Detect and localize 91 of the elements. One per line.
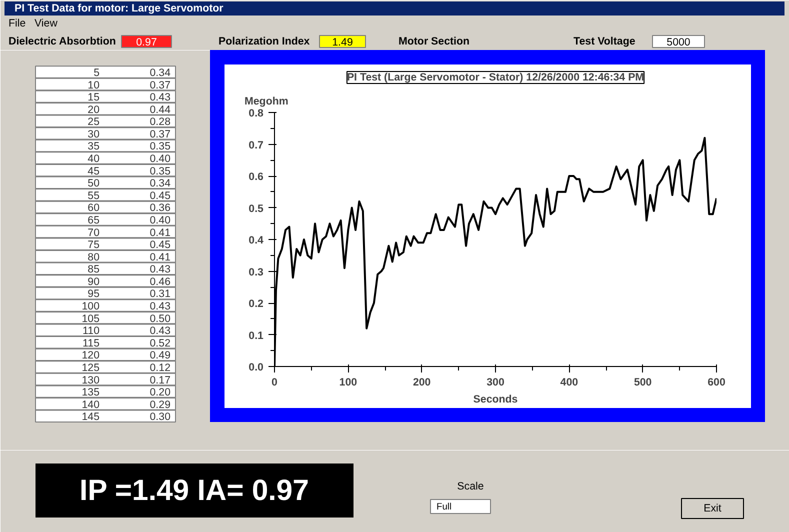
text: 70 <box>88 226 100 239</box>
text: IP =1.49 IA= 0.97 <box>80 474 309 507</box>
text: 95 <box>88 288 100 300</box>
y-tick-label: 0.5 <box>248 202 264 215</box>
text: PI Test Data for motor: Large Servomotor <box>14 2 224 14</box>
text: Full <box>436 502 452 512</box>
x-tick-label: 300 <box>486 376 504 388</box>
text: 0.35 <box>150 165 171 178</box>
text: 0.43 <box>150 264 171 276</box>
text: 105 <box>82 312 100 325</box>
y-tick-label: 0.6 <box>248 171 264 183</box>
text: 0.37 <box>150 128 171 140</box>
text: Polarization Index <box>218 36 310 48</box>
text: 0.45 <box>150 239 171 252</box>
chart-title: PI Test (Large Servomotor - Stator) 12/26/2000 12:46:34 PM <box>346 72 644 84</box>
y-axis-title: Megohm <box>244 96 288 108</box>
text: 0.34 <box>150 66 171 79</box>
text: 85 <box>88 264 100 276</box>
text: 0.34 <box>150 178 171 190</box>
text: 1.49 <box>332 36 353 48</box>
text: Scale <box>457 480 484 492</box>
text: 115 <box>82 337 100 350</box>
text: 30 <box>88 128 100 140</box>
text: 0.12 <box>150 362 171 374</box>
text: 45 <box>88 165 100 178</box>
x-axis-title: Seconds <box>473 394 518 406</box>
text: 0.97 <box>136 36 157 48</box>
y-tick-label: 0.1 <box>248 330 264 342</box>
text: 145 <box>82 411 100 424</box>
text: Dielectric Absorbtion <box>8 36 116 48</box>
y-tick-label: 0.3 <box>248 266 264 278</box>
text: 0.29 <box>150 398 171 411</box>
x-tick-label: 500 <box>634 376 652 388</box>
text: 0.41 <box>150 251 171 264</box>
text: 0.28 <box>150 116 171 128</box>
text: 120 <box>82 350 100 362</box>
text: 100 <box>82 300 100 313</box>
text: 0.41 <box>150 226 171 239</box>
text: 75 <box>88 239 100 252</box>
x-tick-label: 100 <box>339 376 358 388</box>
text: 10 <box>88 79 100 92</box>
text: 5000 <box>666 36 690 48</box>
text: 0.20 <box>150 386 171 399</box>
text: 0.49 <box>150 350 171 362</box>
y-tick-label: 0.4 <box>248 234 264 246</box>
x-tick-label: 0 <box>272 376 278 388</box>
text: 0.17 <box>150 374 171 386</box>
text: 0.44 <box>150 104 171 116</box>
text: 0.35 <box>150 140 171 153</box>
text: 15 <box>88 92 100 104</box>
text: 0.31 <box>150 288 171 300</box>
x-tick-label: 600 <box>708 376 726 388</box>
text: 140 <box>82 398 100 411</box>
text: View <box>34 18 58 30</box>
text: 125 <box>82 362 100 374</box>
text: 0.36 <box>150 202 171 214</box>
text: 0.43 <box>150 325 171 338</box>
text: 110 <box>82 325 100 338</box>
text: 0.30 <box>150 411 171 424</box>
text: Exit <box>704 502 722 514</box>
y-tick-label: 0.8 <box>248 108 264 120</box>
text: 130 <box>82 374 100 386</box>
text: 0.37 <box>150 79 171 92</box>
text: 65 <box>88 214 100 226</box>
text: 0.43 <box>150 92 171 104</box>
text: 40 <box>88 153 100 166</box>
text: 0.46 <box>150 276 171 288</box>
text: 0.40 <box>150 153 171 166</box>
text: 50 <box>88 178 100 190</box>
text: 0.52 <box>150 337 171 350</box>
text: 55 <box>88 190 100 202</box>
text: 135 <box>82 386 100 399</box>
text: Motor Section <box>398 36 470 48</box>
text: 5 <box>94 66 100 79</box>
text: 35 <box>88 140 100 153</box>
text: 0.40 <box>150 214 171 226</box>
text: 80 <box>88 251 100 264</box>
text: 20 <box>88 104 100 116</box>
text: 0.43 <box>150 300 171 313</box>
x-tick-label: 200 <box>412 376 431 388</box>
x-tick-label: 400 <box>560 376 578 388</box>
text: File <box>8 18 26 30</box>
text: 90 <box>88 276 100 288</box>
text: 25 <box>88 116 100 128</box>
y-tick-label: 0.2 <box>248 298 264 310</box>
text: Test Voltage <box>574 36 636 48</box>
y-tick-label: 0.0 <box>248 362 264 374</box>
y-tick-label: 0.7 <box>248 139 264 152</box>
text: 0.45 <box>150 190 171 202</box>
text: 60 <box>88 202 100 214</box>
text: 0.50 <box>150 312 171 325</box>
